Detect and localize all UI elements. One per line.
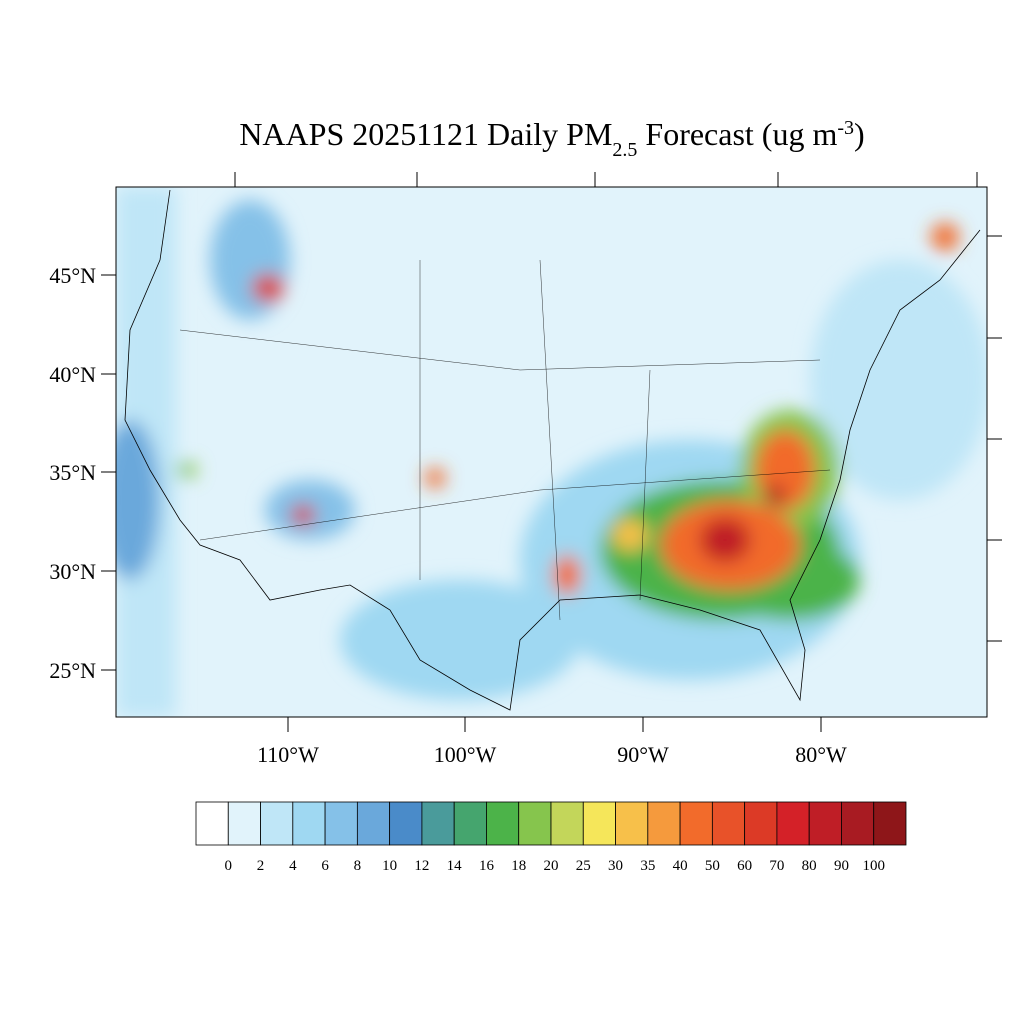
colorbar-label: 80 (802, 858, 817, 874)
colorbar-label: 100 (862, 858, 885, 874)
colorbar-label: 60 (737, 858, 752, 874)
colorbar-box (744, 801, 778, 846)
lon-label: 100°W (434, 742, 497, 767)
colorbar-label: 40 (673, 858, 688, 874)
colorbar: 0 2 4 6 8 10 12 14 16 18 20 25 30 35 40 50 60 70 80 90 100 (195, 801, 907, 874)
colorbar-label: 2 (257, 858, 265, 874)
colorbar-box (421, 801, 455, 846)
state-borders (179, 259, 831, 621)
colorbar-box (776, 801, 810, 846)
colorbar-box (841, 801, 875, 846)
colorbar-label: 20 (544, 858, 559, 874)
colorbar-label: 6 (321, 858, 329, 874)
coastline (124, 189, 981, 711)
title-mid: Forecast (ug m (637, 116, 837, 152)
colorbar-box (227, 801, 261, 846)
lat-label: 35°N (49, 460, 96, 485)
colorbar-box (518, 801, 552, 846)
title-sub: 2.5 (612, 139, 637, 161)
concentration-field (116, 187, 987, 717)
axis-labels: 45°N 40°N 35°N 30°N 25°N 110°W 100°W 90°W 80°W (49, 263, 847, 767)
colorbar-box (324, 801, 358, 846)
colorbar-box (873, 801, 907, 846)
colorbar-box (453, 801, 487, 846)
lat-label: 40°N (49, 362, 96, 387)
colorbar-label: 50 (705, 858, 720, 874)
lon-label: 90°W (617, 742, 669, 767)
colorbar-box (582, 801, 616, 846)
colorbar-box (615, 801, 649, 846)
colorbar-label: 0 (225, 858, 233, 874)
colorbar-label: 12 (414, 858, 429, 874)
colorbar-label: 30 (608, 858, 623, 874)
colorbar-box (486, 801, 520, 846)
colorbar-label: 8 (354, 858, 362, 874)
lat-label: 30°N (49, 559, 96, 584)
colorbar-label: 35 (640, 858, 655, 874)
title-sup: -3 (837, 117, 854, 139)
colorbar-label: 14 (447, 858, 463, 874)
colorbar-box (292, 801, 326, 846)
colorbar-label: 10 (382, 858, 397, 874)
colorbar-label: 25 (576, 858, 591, 874)
colorbar-box (711, 801, 746, 846)
lat-label: 25°N (49, 658, 96, 683)
colorbar-box (260, 801, 294, 846)
colorbar-box (679, 801, 713, 846)
colorbar-label: 90 (834, 858, 849, 874)
map-title: NAAPS 20251121 Daily PM2.5 Forecast (ug … (239, 116, 864, 161)
colorbar-box (550, 801, 584, 846)
frame-ticks (101, 172, 1002, 732)
map-frame (115, 186, 988, 718)
lat-label: 45°N (49, 263, 96, 288)
title-end: ) (854, 116, 865, 152)
colorbar-label: 4 (289, 858, 297, 874)
map-field (116, 187, 987, 717)
colorbar-box (356, 801, 391, 846)
colorbar-box (647, 801, 681, 846)
title-main: NAAPS 20251121 Daily PM (239, 116, 612, 152)
colorbar-box (195, 801, 229, 846)
lon-label: 80°W (795, 742, 847, 767)
colorbar-label: 70 (769, 858, 784, 874)
colorbar-box (389, 801, 423, 846)
colorbar-label: 18 (511, 858, 526, 874)
colorbar-box (808, 801, 842, 846)
colorbar-label: 16 (479, 858, 495, 874)
lon-label: 110°W (257, 742, 319, 767)
